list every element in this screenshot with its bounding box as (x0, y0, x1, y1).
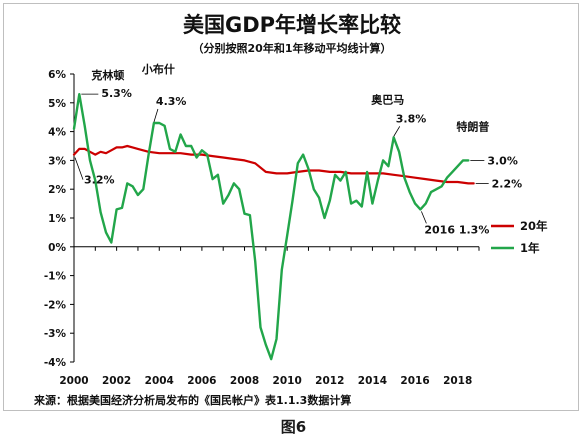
y-tick-label: 2% (48, 184, 66, 196)
annotation-2016-value: 1.3% (459, 223, 490, 236)
annotation-layer: 克林顿 5.3% 小布什 4.3% 奥巴马 3.8% 特朗普 3.0% 3.2% 2.2% 2016… (74, 62, 523, 236)
x-tick-label: 2012 (315, 375, 344, 387)
x-tick-label: 2002 (102, 375, 131, 387)
y-tick-label: 0% (48, 242, 66, 254)
y-axis: 6% 5% 4% 3% 2% 1% 0% -1% -2% -3% -4% (44, 69, 75, 369)
y-tick-label: -4% (44, 357, 67, 369)
annotation-clinton-value: 5.3% (101, 87, 132, 100)
x-tick-label: 2000 (59, 375, 88, 387)
annotation-leader (153, 108, 159, 123)
annotation-clinton: 克林顿 (91, 68, 124, 82)
chart-subtitle: （分别按照20年和1年移动平均线计算） (193, 41, 392, 55)
annotation-leader (393, 126, 401, 137)
y-tick-label: -3% (44, 328, 67, 340)
legend-label-20yr: 20年 (520, 219, 548, 233)
series-layer (72, 92, 475, 361)
y-tick-label: -1% (44, 271, 67, 283)
annotation-trump: 特朗普 (456, 119, 489, 133)
y-tick-label: 3% (48, 155, 66, 167)
x-tick-label: 2018 (443, 375, 472, 387)
annotation-2016-year: 2016 (424, 223, 458, 236)
x-tick-label: 2006 (187, 375, 216, 387)
x-tick-label: 2014 (358, 375, 387, 387)
y-tick-label: 6% (48, 69, 66, 81)
y-tick-label: 4% (48, 127, 66, 139)
annotation-leader (74, 157, 84, 180)
annotation-obama-value: 3.8% (396, 112, 427, 125)
chart-title: 美国GDP年增长率比较 (183, 13, 401, 37)
annotation-bush: 小布什 (141, 62, 175, 76)
legend: 20年 1年 (491, 219, 548, 255)
series-line-20yr (72, 144, 475, 185)
annotation-2016: 2016 1.3% (424, 223, 489, 236)
legend-label-1yr: 1年 (520, 241, 540, 255)
x-tick-label: 2008 (230, 375, 259, 387)
annotation-20yr-end-value: 2.2% (492, 177, 523, 190)
annotation-leader (421, 211, 427, 224)
annotation-obama: 奥巴马 (370, 92, 404, 106)
y-tick-label: 5% (48, 98, 66, 110)
y-tick-label: 1% (48, 213, 66, 225)
series-line-1yr (72, 92, 470, 361)
chart-frame: 美国GDP年增长率比较 （分别按照20年和1年移动平均线计算） 6% 5% 4% 3%… (3, 3, 579, 411)
annotation-trump-value: 3.0% (487, 154, 518, 167)
x-tick-label: 2016 (400, 375, 429, 387)
x-tick-label: 2010 (273, 375, 302, 387)
y-tick-label: -2% (44, 299, 67, 311)
x-axis: 2000 2002 2004 2006 2008 2010 2012 2014 2016 2018 (59, 246, 480, 387)
annotation-bush-value: 4.3% (156, 95, 187, 108)
figure-caption: 图6 (280, 418, 307, 436)
annotation-20yr-start-value: 3.2% (84, 174, 115, 187)
source-note: 来源：根据美国经济分析局发布的《国民帐户》表1.1.3数据计算 (33, 393, 351, 407)
x-tick-label: 2004 (145, 375, 174, 387)
gdp-growth-chart: 美国GDP年增长率比较 （分别按照20年和1年移动平均线计算） 6% 5% 4% 3%… (33, 13, 548, 407)
